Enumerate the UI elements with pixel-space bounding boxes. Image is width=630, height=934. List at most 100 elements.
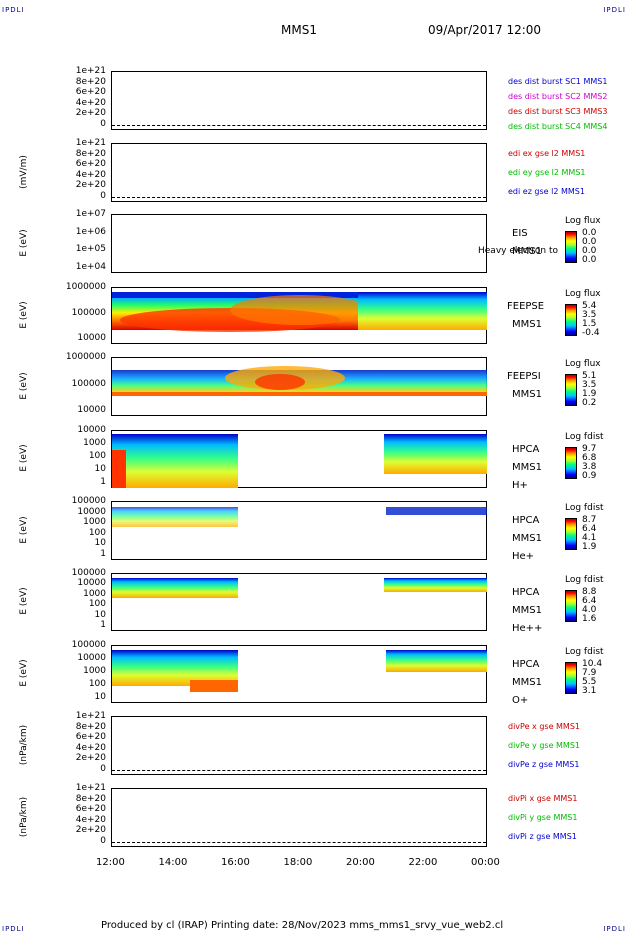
colorbar-value: 3.5 xyxy=(582,380,597,390)
colorbar-value: 9.7 xyxy=(582,444,597,454)
colorbar-value: 0.0 xyxy=(582,237,597,247)
x-tick-label: 14:00 xyxy=(158,857,188,868)
legend-entry: edi ey gse l2 MMS1 xyxy=(508,168,586,177)
instrument-label: MMS1 xyxy=(512,389,542,400)
y-tick-label: 2e+20 xyxy=(75,825,106,836)
colorbar-value: 0.0 xyxy=(582,255,597,265)
colorbar-value: 7.9 xyxy=(582,668,597,678)
y-axis-label: E (eV) xyxy=(19,300,29,329)
y-tick-label: 100000 xyxy=(71,378,106,389)
y-axis-label: E (eV) xyxy=(19,587,29,615)
footer-text: Produced by cl (IRAP) Printing date: 28/… xyxy=(101,920,504,931)
y-tick-label: 10 xyxy=(94,609,106,620)
colorbar-value: 3.8 xyxy=(582,462,597,472)
instrument-label: HPCA xyxy=(512,515,540,526)
y-axis-label: E (eV) xyxy=(19,515,29,544)
y-tick-label: 10 xyxy=(94,538,106,549)
y-tick-label: 1e+21 xyxy=(75,711,106,721)
colorbar-value: 10.4 xyxy=(582,659,603,669)
y-tick-label: 100000 xyxy=(71,307,106,318)
y-axis-label: (nPa/km) xyxy=(19,796,29,837)
colorbar-value: 1.9 xyxy=(582,389,597,399)
colorbar-title: Log fdist xyxy=(565,575,604,585)
colorbar-title: Log fdist xyxy=(565,503,604,513)
colorbar-value: 8.8 xyxy=(582,587,597,597)
y-tick-label: 1e+07 xyxy=(75,209,106,219)
instrument-label: MMS1 xyxy=(512,533,542,544)
y-tick-label: 1e+04 xyxy=(75,262,106,272)
corner-label-tr: IPDLI xyxy=(603,6,626,14)
y-tick-label: 1e+21 xyxy=(75,138,106,148)
zero-line xyxy=(112,770,486,771)
y-tick-label: 1 xyxy=(100,477,106,487)
y-tick-label: 100 xyxy=(88,451,106,461)
colorbar-value: 1.6 xyxy=(582,614,597,624)
colorbar-value: 1.9 xyxy=(582,542,597,552)
x-tick-label: 16:00 xyxy=(221,857,250,868)
instrument-label: HPCA xyxy=(512,659,540,670)
x-tick-label: 00:00 xyxy=(471,857,500,868)
colorbar-value: 6.4 xyxy=(582,596,597,606)
y-tick-label: 1000000 xyxy=(65,282,106,292)
y-tick-label: 100000 xyxy=(71,496,106,506)
x-tick-label: 20:00 xyxy=(346,857,375,868)
y-tick-label: 6e+20 xyxy=(75,732,106,743)
colorbar-value: 0.9 xyxy=(582,471,597,481)
legend-entry: divPe z gse MMS1 xyxy=(508,760,580,769)
y-tick-label: 1000 xyxy=(83,588,106,599)
panel-p10 xyxy=(111,716,487,775)
instrument-label: He++ xyxy=(512,623,543,634)
y-tick-label: 2e+20 xyxy=(75,753,106,764)
panel-p3 xyxy=(111,214,487,273)
y-axis-label: E (eV) xyxy=(19,659,29,687)
y-tick-label: 0 xyxy=(100,836,106,846)
colorbar-value: 0.0 xyxy=(582,228,597,238)
colorbar xyxy=(565,662,577,694)
y-tick-label: 4e+20 xyxy=(75,97,106,108)
mission-title: MMS1 xyxy=(281,23,317,37)
legend-entry: des dist burst SC4 MMS4 xyxy=(508,122,608,131)
y-tick-label: 2e+20 xyxy=(75,108,106,119)
corner-label-tl: IPDLI xyxy=(2,6,25,14)
corner-label-bl: IPDLI xyxy=(2,925,25,933)
colorbar-value: 0.0 xyxy=(582,246,597,256)
colorbar-value: 5.5 xyxy=(582,677,597,687)
legend-entry: des dist burst SC1 MMS1 xyxy=(508,77,608,86)
y-tick-label: 0 xyxy=(100,764,106,774)
y-tick-label: 100 xyxy=(88,599,106,610)
instrument-label: FEEPSE xyxy=(507,301,545,312)
y-tick-label: 10 xyxy=(94,464,106,474)
y-tick-label: 8e+20 xyxy=(75,76,106,87)
y-tick-label: 100000 xyxy=(71,568,106,578)
x-tick-label: 12:00 xyxy=(96,857,125,868)
colorbar-title: Log flux xyxy=(565,216,601,226)
colorbar-value: 6.4 xyxy=(582,524,597,534)
colorbar-title: Log fdist xyxy=(565,432,604,442)
y-tick-label: 100000 xyxy=(71,640,106,650)
y-tick-label: 1e+06 xyxy=(75,226,106,237)
x-tick-label: 18:00 xyxy=(283,857,313,868)
y-tick-label: 1e+05 xyxy=(75,244,106,255)
y-axis-label: (nPa/km) xyxy=(19,724,29,765)
colorbar xyxy=(565,304,577,336)
colorbar-value: -0.4 xyxy=(582,328,600,338)
legend-entry: des dist burst SC2 MMS2 xyxy=(508,92,608,101)
instrument-label: O+ xyxy=(512,695,529,706)
y-tick-label: 10000 xyxy=(77,405,106,415)
colorbar-value: 8.7 xyxy=(582,515,597,525)
colorbar-value: 1.5 xyxy=(582,319,597,329)
y-tick-label: 1000 xyxy=(83,666,106,676)
y-tick-label: 10000 xyxy=(77,653,106,663)
y-tick-label: 100 xyxy=(88,527,106,538)
y-tick-label: 10 xyxy=(94,692,106,702)
colorbar-title: Log flux xyxy=(565,359,601,369)
instrument-label: EIS xyxy=(512,228,528,239)
datetime-title: 09/Apr/2017 12:00 xyxy=(428,23,542,37)
colorbar-title: Log fdist xyxy=(565,647,604,657)
y-tick-label: 10000 xyxy=(77,425,106,435)
y-tick-label: 2e+20 xyxy=(75,180,106,191)
instrument-label: HPCA xyxy=(512,444,540,455)
y-tick-label: 0 xyxy=(100,119,106,129)
colorbar-value: 6.8 xyxy=(582,453,597,463)
